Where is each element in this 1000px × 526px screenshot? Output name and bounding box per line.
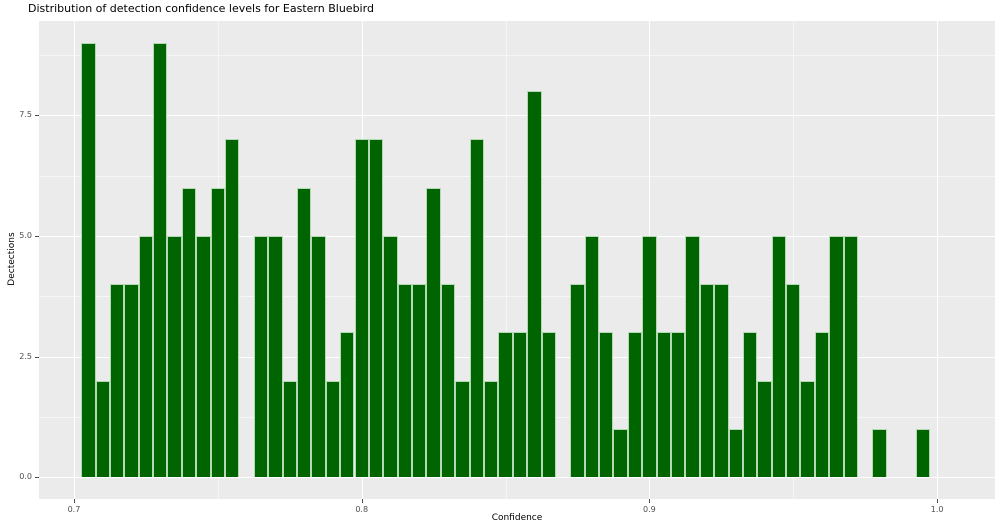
y-minor-gridline xyxy=(39,54,995,56)
y-tick-label: 7.5 xyxy=(19,110,32,120)
histogram-bar xyxy=(714,284,729,478)
histogram-bar xyxy=(584,235,600,478)
histogram-bar xyxy=(800,380,815,478)
histogram-bar xyxy=(81,42,96,478)
x-minor-gridline xyxy=(793,21,795,499)
y-tick-label: 0.0 xyxy=(19,472,32,482)
histogram-bar xyxy=(368,139,384,478)
y-tick-mark xyxy=(35,115,39,117)
x-tick-label: 0.9 xyxy=(643,505,656,514)
histogram-bar xyxy=(153,42,168,478)
histogram-bar xyxy=(95,380,110,478)
histogram-bar xyxy=(728,428,743,478)
chart-title: Distribution of detection confidence lev… xyxy=(28,2,374,15)
histogram-bar xyxy=(268,235,283,478)
histogram-bar xyxy=(340,332,355,478)
y-major-gridline xyxy=(39,115,995,117)
x-tick-mark xyxy=(73,499,75,503)
histogram-bar xyxy=(814,332,830,478)
y-tick-label: 5.0 xyxy=(19,230,32,240)
y-tick-mark xyxy=(35,235,39,237)
histogram-bar xyxy=(354,139,369,478)
histogram-bar xyxy=(440,284,456,478)
histogram-bar xyxy=(282,380,297,478)
plot-panel xyxy=(39,21,995,499)
histogram-bar xyxy=(498,332,513,478)
x-minor-gridline xyxy=(505,21,507,499)
histogram-bar xyxy=(915,428,930,478)
x-tick-mark xyxy=(937,499,939,503)
x-tick-label: 1.0 xyxy=(930,505,944,514)
histogram-bar xyxy=(412,284,427,478)
histogram-bar xyxy=(483,380,499,478)
y-major-gridline xyxy=(39,235,995,237)
histogram-bar xyxy=(469,139,484,478)
histogram-bar xyxy=(296,187,312,478)
histogram-bar xyxy=(311,235,326,478)
histogram-bar xyxy=(167,235,182,478)
histogram-bar xyxy=(771,235,787,478)
y-axis-title: Dectections xyxy=(7,232,17,286)
histogram-bar xyxy=(124,284,139,478)
histogram-bar xyxy=(671,332,686,478)
histogram-bar xyxy=(426,187,441,478)
histogram-bar xyxy=(872,428,887,478)
histogram-bar xyxy=(642,235,657,478)
histogram-bar xyxy=(512,332,528,478)
histogram-bar xyxy=(181,187,197,478)
histogram-bar xyxy=(613,428,628,478)
y-minor-gridline xyxy=(39,296,995,298)
histogram-bar xyxy=(829,235,844,478)
histogram-bar xyxy=(397,284,413,478)
histogram-bar xyxy=(455,380,470,478)
histogram-bar xyxy=(627,332,643,478)
histogram-bar xyxy=(570,284,585,478)
y-tick-label: 2.5 xyxy=(19,351,32,361)
histogram-bar xyxy=(786,284,801,478)
x-major-gridline xyxy=(937,21,939,499)
histogram-bar xyxy=(527,91,542,478)
histogram-bar xyxy=(843,235,859,478)
histogram-bar xyxy=(541,332,556,478)
histogram-bar xyxy=(325,380,341,478)
x-axis-title: Confidence xyxy=(491,513,543,523)
x-major-gridline xyxy=(73,21,75,499)
x-tick-mark xyxy=(361,499,363,503)
x-tick-label: 0.7 xyxy=(67,505,81,514)
histogram-bar xyxy=(109,284,125,478)
y-tick-mark xyxy=(35,356,39,358)
histogram-bar xyxy=(699,284,715,478)
histogram-bar xyxy=(685,235,700,478)
y-minor-gridline xyxy=(39,175,995,177)
x-tick-label: 0.8 xyxy=(355,505,369,514)
histogram-bar xyxy=(210,187,225,478)
x-tick-mark xyxy=(649,499,651,503)
histogram-bar xyxy=(196,235,211,478)
histogram-bar xyxy=(225,139,240,478)
y-major-gridline xyxy=(39,477,995,479)
histogram-bar xyxy=(656,332,671,478)
histogram-bar xyxy=(599,332,614,478)
histogram-bar xyxy=(383,235,398,478)
histogram-bar xyxy=(757,380,772,478)
histogram-bar xyxy=(253,235,269,478)
y-tick-mark xyxy=(35,477,39,479)
histogram-bar xyxy=(138,235,154,478)
histogram-bar xyxy=(742,332,758,478)
